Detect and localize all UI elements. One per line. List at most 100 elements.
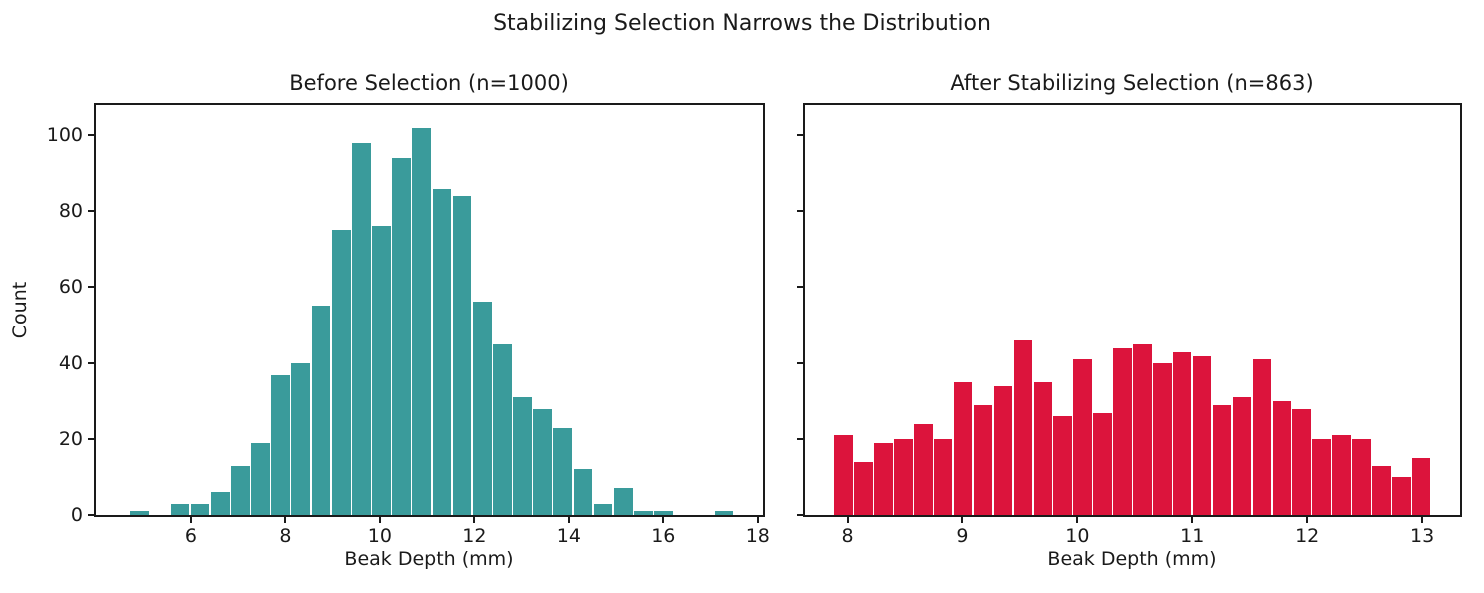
after-histogram-bar bbox=[1153, 363, 1172, 515]
before-histogram-bar bbox=[573, 469, 593, 515]
before-histogram-bar bbox=[613, 488, 633, 515]
before-histogram-bar bbox=[472, 302, 492, 515]
y-tick-label: 0 bbox=[70, 504, 83, 526]
after-histogram-bar bbox=[1093, 412, 1112, 515]
before-histogram-bar bbox=[654, 511, 673, 515]
after-histogram-bar bbox=[1232, 397, 1252, 515]
x-tick-label: 11 bbox=[1180, 525, 1205, 547]
before-histogram-bar bbox=[372, 226, 391, 515]
x-tick-mark bbox=[756, 517, 759, 523]
x-tick-label: 14 bbox=[556, 525, 581, 547]
after-histogram-bar bbox=[933, 439, 953, 515]
after-histogram-bar bbox=[854, 461, 873, 515]
figure-suptitle: Stabilizing Selection Narrows the Distri… bbox=[493, 11, 991, 36]
after-histogram-bar bbox=[953, 382, 973, 515]
after-histogram-bar bbox=[1411, 458, 1431, 515]
after-histogram-axes bbox=[803, 103, 1462, 517]
x-tick-mark bbox=[284, 517, 287, 523]
before-histogram-bar bbox=[432, 188, 452, 515]
before-histogram-bar bbox=[291, 363, 311, 515]
after-histogram-bar bbox=[1372, 465, 1391, 515]
after-plot-title: After Stabilizing Selection (n=863) bbox=[950, 71, 1314, 95]
x-tick-label: 16 bbox=[651, 525, 676, 547]
y-tick-mark bbox=[797, 134, 803, 137]
before-histogram-bar bbox=[190, 503, 210, 515]
before-histogram-bar bbox=[533, 408, 553, 515]
after-histogram-bar bbox=[1133, 344, 1152, 515]
after-histogram-bar bbox=[1292, 408, 1311, 515]
after-histogram-bar bbox=[894, 439, 913, 515]
after-histogram-bar bbox=[874, 442, 893, 515]
x-tick-label: 18 bbox=[745, 525, 770, 547]
after-histogram-bar bbox=[914, 423, 933, 515]
before-histogram-bar bbox=[492, 344, 512, 515]
x-tick-label: 13 bbox=[1409, 525, 1435, 547]
before-histogram-bar bbox=[271, 374, 291, 515]
x-tick-mark bbox=[662, 517, 665, 523]
y-tick-mark bbox=[88, 362, 94, 365]
x-tick-mark bbox=[189, 517, 192, 523]
x-tick-mark bbox=[567, 517, 570, 523]
after-histogram-bar bbox=[1212, 404, 1232, 515]
x-tick-label: 12 bbox=[462, 525, 487, 547]
before-histogram-bar bbox=[130, 511, 149, 515]
y-tick-mark bbox=[797, 362, 803, 365]
after-xaxis-label: Beak Depth (mm) bbox=[1047, 548, 1217, 570]
y-tick-label: 80 bbox=[58, 200, 83, 223]
before-histogram-bar bbox=[593, 503, 613, 515]
y-tick-mark bbox=[88, 514, 94, 516]
before-histogram-bar bbox=[170, 503, 190, 515]
before-histogram-bar bbox=[452, 196, 472, 515]
x-tick-mark bbox=[1191, 517, 1194, 523]
x-tick-mark bbox=[1076, 517, 1079, 523]
x-tick-label: 10 bbox=[367, 525, 392, 547]
x-tick-mark bbox=[1421, 517, 1424, 523]
after-histogram-bar bbox=[1013, 340, 1033, 515]
y-tick-label: 20 bbox=[58, 428, 83, 451]
x-tick-mark bbox=[1306, 517, 1309, 523]
y-tick-label: 60 bbox=[58, 276, 83, 299]
after-histogram-bar bbox=[1113, 347, 1132, 515]
before-histogram-bar bbox=[351, 142, 371, 515]
before-histogram-bar bbox=[714, 511, 734, 515]
y-tick-mark bbox=[797, 438, 803, 441]
x-tick-label: 6 bbox=[184, 525, 197, 547]
after-histogram-bar bbox=[1192, 355, 1212, 515]
after-histogram-bar bbox=[1053, 416, 1072, 515]
after-histogram-bar bbox=[1352, 439, 1371, 515]
after-histogram-bar bbox=[1033, 382, 1053, 515]
after-histogram-bar bbox=[1073, 359, 1092, 515]
after-histogram-bar bbox=[1312, 439, 1331, 515]
y-tick-mark bbox=[88, 438, 94, 441]
after-histogram-bar bbox=[1392, 477, 1411, 515]
x-tick-mark bbox=[846, 517, 849, 523]
before-histogram-bar bbox=[251, 442, 270, 515]
after-histogram-bar bbox=[1332, 435, 1351, 515]
before-histogram-bar bbox=[513, 397, 532, 515]
before-xaxis-label: Beak Depth (mm) bbox=[344, 548, 514, 570]
x-tick-mark bbox=[378, 517, 381, 523]
after-histogram-bar bbox=[1252, 359, 1272, 515]
after-histogram-bar bbox=[834, 435, 853, 515]
before-histogram-bar bbox=[412, 127, 432, 515]
after-histogram-bar bbox=[1272, 401, 1292, 515]
x-tick-label: 8 bbox=[841, 525, 854, 547]
before-plot-title: Before Selection (n=1000) bbox=[289, 71, 569, 95]
y-tick-mark bbox=[797, 210, 803, 213]
before-histogram-bar bbox=[210, 492, 230, 515]
x-tick-label: 10 bbox=[1065, 525, 1090, 547]
before-histogram-bar bbox=[331, 230, 351, 515]
before-histogram-bar bbox=[634, 511, 653, 515]
before-histogram-bar bbox=[311, 306, 331, 515]
before-histogram-bar bbox=[230, 465, 250, 515]
x-tick-mark bbox=[473, 517, 476, 523]
y-tick-mark bbox=[88, 210, 94, 213]
yaxis-label: Count bbox=[9, 281, 31, 339]
after-histogram-bar bbox=[973, 404, 993, 515]
before-histogram-bar bbox=[553, 427, 573, 515]
y-tick-mark bbox=[88, 134, 94, 137]
x-tick-label: 8 bbox=[279, 525, 292, 547]
y-tick-label: 100 bbox=[46, 124, 83, 147]
y-tick-mark bbox=[88, 286, 94, 289]
